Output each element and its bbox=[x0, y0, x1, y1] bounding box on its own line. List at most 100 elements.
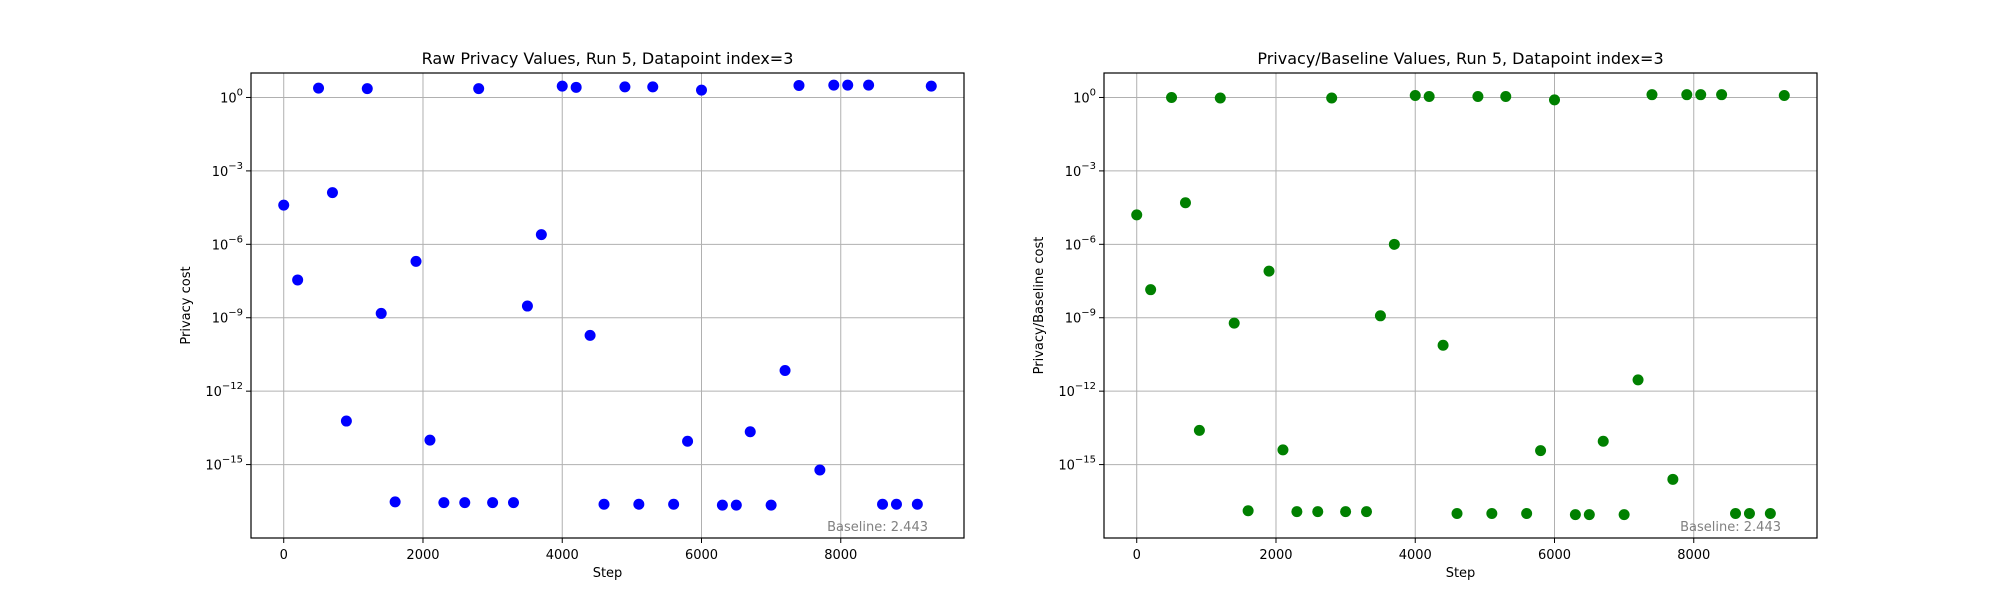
data-point bbox=[1374, 310, 1386, 322]
y-tick-label-base: 10 bbox=[1065, 165, 1082, 180]
data-point bbox=[340, 415, 352, 427]
data-point bbox=[459, 497, 471, 509]
y-tick-label-exponent: −6 bbox=[1081, 234, 1096, 245]
data-point bbox=[361, 83, 373, 95]
plot-area-frame bbox=[250, 72, 965, 539]
y-tick-label-base: 10 bbox=[212, 312, 229, 327]
data-point bbox=[863, 79, 875, 91]
data-point bbox=[1730, 508, 1742, 520]
data-point bbox=[647, 81, 659, 93]
data-point bbox=[814, 464, 826, 476]
y-tick-label-base: 10 bbox=[1073, 91, 1090, 106]
data-point bbox=[1409, 90, 1421, 102]
data-point bbox=[1179, 197, 1191, 209]
data-point bbox=[1326, 92, 1338, 104]
data-point bbox=[1646, 89, 1658, 101]
data-point bbox=[487, 497, 499, 509]
y-tick-label: 10−3 bbox=[212, 161, 243, 180]
data-point bbox=[1548, 94, 1560, 106]
data-point bbox=[633, 498, 645, 510]
y-axis-label: Privacy/Baseline cost bbox=[1032, 237, 1047, 375]
y-tick-label-exponent: −15 bbox=[222, 455, 243, 466]
data-point bbox=[619, 81, 631, 93]
chart-title: Privacy/Baseline Values, Run 5, Datapoin… bbox=[1257, 49, 1663, 68]
y-tick-label: 100 bbox=[1073, 87, 1096, 106]
data-point bbox=[375, 307, 387, 319]
data-point bbox=[1131, 209, 1143, 221]
data-point bbox=[1388, 238, 1400, 250]
data-point bbox=[1597, 435, 1609, 447]
y-tick-label: 10−9 bbox=[1065, 308, 1096, 327]
data-point bbox=[1277, 444, 1289, 456]
chart-panel-1: 0 2000 4000 6000 800010010−310−610−910−1210−… bbox=[179, 49, 965, 581]
data-point bbox=[570, 81, 582, 93]
data-point bbox=[292, 274, 304, 286]
data-point bbox=[1618, 509, 1630, 521]
x-axis-label: Step bbox=[593, 566, 623, 581]
y-tick-label: 10−15 bbox=[1058, 455, 1096, 474]
data-point bbox=[1361, 506, 1373, 518]
x-tick-label: 8000 bbox=[1677, 548, 1710, 563]
data-point bbox=[1291, 506, 1303, 518]
data-point bbox=[1263, 265, 1275, 277]
data-point bbox=[1340, 506, 1352, 518]
data-point bbox=[1632, 374, 1644, 386]
data-point bbox=[473, 83, 485, 95]
y-tick-label: 10−12 bbox=[205, 381, 243, 400]
y-tick-label-base: 10 bbox=[220, 91, 237, 106]
y-tick-label-base: 10 bbox=[1065, 312, 1082, 327]
x-axis-label: Step bbox=[1446, 566, 1476, 581]
y-axis-label: Privacy cost bbox=[179, 266, 194, 344]
y-tick-label-exponent: −9 bbox=[228, 308, 243, 319]
data-point bbox=[1716, 89, 1728, 101]
y-tick-label-base: 10 bbox=[212, 165, 229, 180]
data-point bbox=[1695, 89, 1707, 101]
data-point bbox=[925, 80, 937, 92]
y-tick-label: 10−6 bbox=[212, 234, 243, 253]
y-tick-label-exponent: −9 bbox=[1081, 308, 1096, 319]
data-point bbox=[1681, 89, 1693, 101]
baseline-annotation: Baseline: 2.443 bbox=[1680, 520, 1781, 535]
data-point bbox=[1764, 508, 1776, 520]
data-point bbox=[1583, 509, 1595, 521]
x-tick-label: 6000 bbox=[1538, 548, 1571, 563]
x-tick-label: 4000 bbox=[1399, 548, 1432, 563]
data-point bbox=[508, 497, 520, 509]
data-point bbox=[410, 255, 422, 267]
data-point bbox=[716, 499, 728, 511]
y-tick-label-exponent: −3 bbox=[1081, 161, 1096, 172]
data-point bbox=[1569, 509, 1581, 521]
y-tick-label: 100 bbox=[220, 87, 243, 106]
y-tick-label-exponent: −12 bbox=[222, 381, 243, 392]
x-tick-label: 0 bbox=[1133, 548, 1141, 563]
data-point bbox=[1743, 508, 1755, 520]
data-point bbox=[1535, 445, 1547, 457]
y-tick-label-base: 10 bbox=[1065, 238, 1082, 253]
data-point bbox=[1166, 91, 1178, 103]
data-point bbox=[1451, 508, 1463, 520]
data-point bbox=[313, 82, 325, 94]
data-point bbox=[1778, 90, 1790, 102]
y-tick-label: 10−3 bbox=[1065, 161, 1096, 180]
y-tick-label: 10−12 bbox=[1058, 381, 1096, 400]
baseline-annotation: Baseline: 2.443 bbox=[827, 520, 928, 535]
x-tick-label: 4000 bbox=[546, 548, 579, 563]
data-point bbox=[730, 499, 742, 511]
data-point bbox=[1423, 90, 1435, 102]
data-point bbox=[911, 498, 923, 510]
y-tick-label-exponent: 0 bbox=[237, 87, 243, 98]
data-point bbox=[584, 329, 596, 341]
data-point bbox=[744, 426, 756, 438]
data-point bbox=[1193, 424, 1205, 436]
y-tick-label: 10−15 bbox=[205, 455, 243, 474]
data-point bbox=[1437, 339, 1449, 351]
x-tick-label: 6000 bbox=[685, 548, 718, 563]
y-tick-label-base: 10 bbox=[1058, 459, 1075, 474]
y-tick-label-exponent: 0 bbox=[1090, 87, 1096, 98]
data-point bbox=[1486, 508, 1498, 520]
y-tick-label-base: 10 bbox=[1058, 385, 1075, 400]
data-point bbox=[1145, 284, 1157, 296]
data-point bbox=[1228, 317, 1240, 329]
data-point bbox=[668, 498, 680, 510]
